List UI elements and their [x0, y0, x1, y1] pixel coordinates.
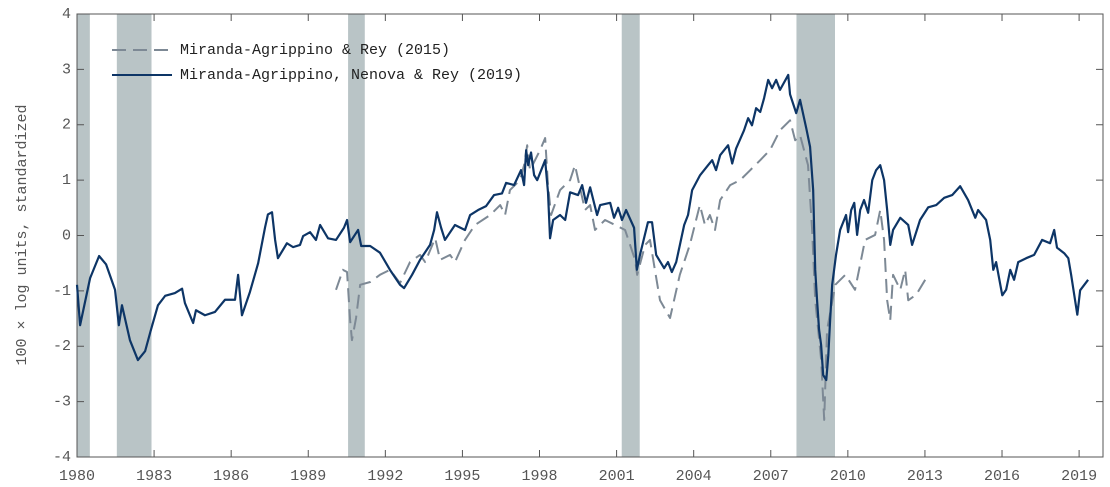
y-tick-label: -2: [53, 338, 71, 355]
y-tick-label: -4: [53, 449, 71, 466]
x-tick-label: 2019: [1061, 468, 1097, 485]
x-tick-label: 2007: [753, 468, 789, 485]
series-line: [335, 119, 927, 421]
x-tick-label: 1980: [59, 468, 95, 485]
y-axis-label: 100 × log units, standardized: [14, 104, 31, 365]
x-tick-label: 1998: [522, 468, 558, 485]
x-tick-label: 1989: [290, 468, 326, 485]
recession-band: [796, 14, 836, 457]
y-tick-label: 3: [62, 61, 71, 78]
recession-band: [621, 14, 640, 457]
y-tick-label: 0: [62, 227, 71, 244]
x-tick-label: 1992: [367, 468, 403, 485]
legend-label: Miranda-Agrippino, Nenova & Rey (2019): [180, 67, 522, 84]
recession-band: [116, 14, 152, 457]
y-tick-label: 4: [62, 6, 71, 23]
y-tick-label: -1: [53, 283, 71, 300]
y-tick-label: 2: [62, 117, 71, 134]
x-tick-label: 2016: [984, 468, 1020, 485]
legend-label: Miranda-Agrippino & Rey (2015): [180, 42, 450, 59]
x-tick-label: 2004: [676, 468, 712, 485]
y-tick-label: 1: [62, 172, 71, 189]
x-tick-label: 1995: [444, 468, 480, 485]
x-tick-label: 1983: [136, 468, 172, 485]
x-tick-label: 2010: [830, 468, 866, 485]
x-tick-label: 2001: [599, 468, 635, 485]
series-line: [75, 73, 1089, 382]
recession-band: [348, 14, 365, 457]
x-tick-label: 1986: [213, 468, 249, 485]
x-tick-label: 2013: [907, 468, 943, 485]
y-tick-label: -3: [53, 394, 71, 411]
legend: Miranda-Agrippino & Rey (2015) Miranda-Ag…: [112, 42, 522, 84]
